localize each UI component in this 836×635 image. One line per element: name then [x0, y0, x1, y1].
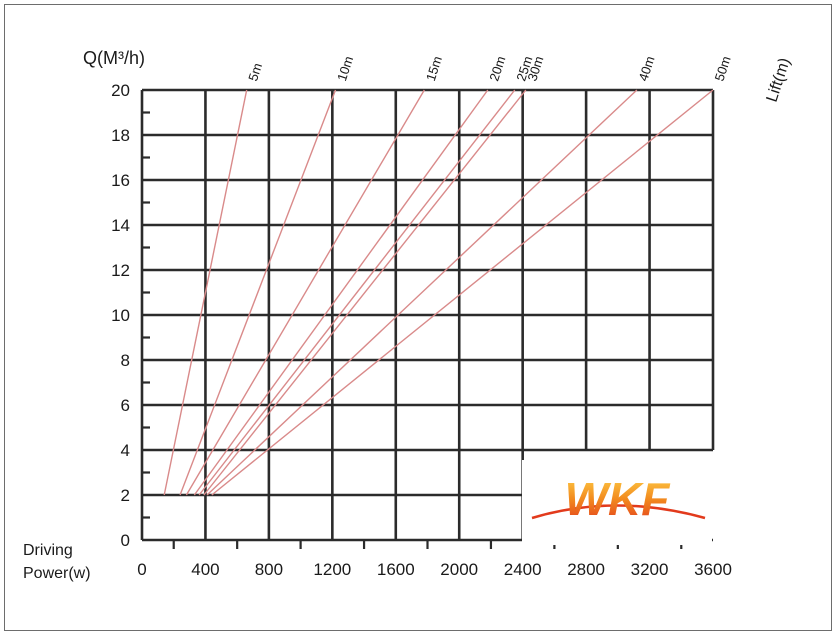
x-tick-label: 0 [137, 560, 146, 579]
y-tick-label: 16 [111, 171, 130, 190]
lift-axis-title: Lift(m) [764, 56, 794, 104]
y-tick-label: 6 [121, 396, 130, 415]
lift-line-40m [206, 89, 638, 496]
lift-line-50m [211, 89, 714, 496]
y-tick-label: 4 [121, 441, 130, 460]
y-axis-title: Q(M³/h) [83, 48, 145, 68]
x-tick-label: 3200 [631, 560, 669, 579]
lift-label-50m: 50m [712, 54, 734, 83]
y-tick-label: 2 [121, 486, 130, 505]
y-tick-label: 20 [111, 81, 130, 100]
axis-ticks [142, 111, 683, 549]
lift-label-30m: 30m [524, 54, 546, 83]
chart-frame: 0 400 800 1200 1600 2000 2400 2800 3200 3600 0 2 4 6… [4, 4, 832, 631]
lift-label-10m: 10m [334, 54, 356, 83]
lift-label-15m: 15m [423, 54, 445, 83]
lift-line-30m [203, 89, 527, 496]
x-tick-label: 2400 [504, 560, 542, 579]
x-axis-title-line1: Driving [23, 542, 73, 559]
y-tick-label: 14 [111, 216, 130, 235]
wkf-logo: WKF [522, 460, 712, 545]
x-tick-label: 1200 [313, 560, 351, 579]
lift-label-25m: 25m [513, 54, 535, 83]
x-tick-label: 2800 [567, 560, 605, 579]
pump-performance-chart: 0 400 800 1200 1600 2000 2400 2800 3200 3600 0 2 4 6… [23, 48, 794, 582]
x-tick-label: 3600 [694, 560, 732, 579]
lift-label-5m: 5m [245, 61, 265, 83]
lift-line-10m [179, 89, 337, 496]
y-tick-label: 12 [111, 261, 130, 280]
lift-label-40m: 40m [635, 54, 657, 83]
lift-line-5m [163, 89, 248, 496]
x-tick-label: 2000 [440, 560, 478, 579]
lift-line-25m [198, 89, 516, 496]
x-tick-labels: 0 400 800 1200 1600 2000 2400 2800 3200 3600 [137, 560, 732, 579]
lift-lines [163, 89, 714, 496]
lift-line-20m [193, 89, 489, 496]
x-axis-title-line2: Power(w) [23, 565, 91, 582]
x-tick-label: 800 [255, 560, 283, 579]
y-tick-label: 8 [121, 351, 130, 370]
y-tick-label: 0 [121, 531, 130, 550]
lift-label-20m: 20m [486, 54, 508, 83]
logo-swoosh [531, 504, 706, 520]
x-tick-label: 1600 [377, 560, 415, 579]
y-tick-labels: 0 2 4 6 8 10 12 14 16 18 20 [111, 81, 130, 550]
y-tick-label: 10 [111, 306, 130, 325]
logo-background [522, 460, 712, 545]
x-tick-label: 400 [191, 560, 219, 579]
lift-line-15m [185, 89, 425, 496]
y-tick-label: 18 [111, 126, 130, 145]
logo-text: WKF [565, 473, 672, 525]
